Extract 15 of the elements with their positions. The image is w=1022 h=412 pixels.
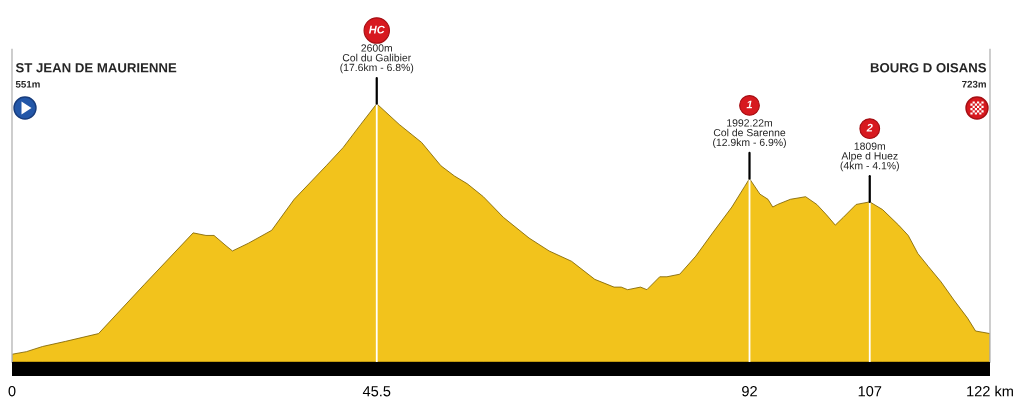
annotation: 2: [866, 123, 873, 132]
x-tick-label: 92: [742, 386, 757, 397]
text: 723m: [962, 80, 986, 88]
annotation: 1: [746, 100, 752, 109]
text: 551m: [15, 80, 40, 88]
annotation: 2600m Col du Galibier (17.6km - 6.8%): [340, 44, 414, 74]
x-tick-label: 0: [8, 386, 16, 397]
x-tick-label: 107: [858, 386, 882, 397]
x-tick-label: 122 km: [967, 385, 1013, 397]
annotation: 1809m Alpe d Huez (4km - 4.1%): [840, 142, 899, 172]
text: ST JEAN DE MAURIENNE: [15, 63, 177, 73]
text: BOURG D OISANS: [870, 63, 987, 73]
text: HC: [368, 25, 385, 34]
annotation: 1992.22m Col de Sarenne (12.9km - 6.9%): [713, 119, 786, 149]
x-tick-label: 45.5: [362, 386, 391, 397]
